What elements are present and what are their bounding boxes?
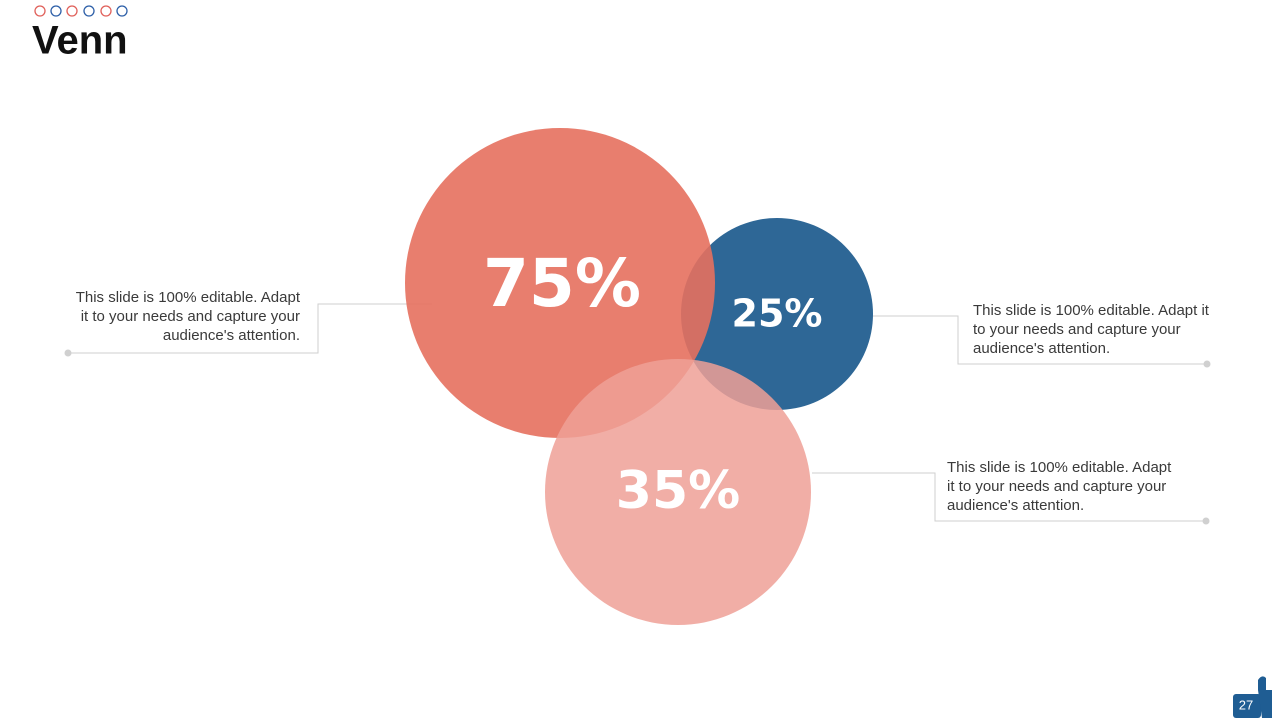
note-line: it to your needs and capture your: [947, 478, 1166, 495]
circle-label: 75%: [483, 245, 641, 322]
circle-red: [405, 128, 715, 438]
page-badge: 27: [1233, 676, 1272, 718]
note-right-top: This slide is 100% editable. Adapt it to…: [973, 302, 1210, 357]
note-line: This slide is 100% editable. Adapt: [947, 459, 1172, 476]
note-line: audience's attention.: [947, 497, 1084, 514]
note-line: it to your needs and capture your: [81, 308, 300, 325]
circle-pink: [545, 359, 811, 625]
title: Venn: [32, 19, 128, 63]
decor-dots: [34, 5, 128, 17]
venn: 75% 25% 35%: [405, 128, 873, 625]
note-line: This slide is 100% editable. Adapt: [76, 289, 301, 306]
note-line: audience's attention.: [973, 340, 1110, 357]
note-line: to your needs and capture your: [973, 321, 1181, 338]
circle-label: 35%: [616, 461, 740, 521]
circle-label: 25%: [732, 292, 823, 336]
note-left: This slide is 100% editable. Adapt it to…: [76, 289, 301, 344]
connectors: [64, 303, 1211, 525]
note-line: This slide is 100% editable. Adapt it: [973, 302, 1210, 319]
note-right-bottom: This slide is 100% editable. Adapt it to…: [947, 459, 1172, 514]
page-number: 27: [1239, 697, 1253, 712]
note-line: audience's attention.: [163, 327, 300, 344]
circle-blue: [681, 218, 873, 410]
